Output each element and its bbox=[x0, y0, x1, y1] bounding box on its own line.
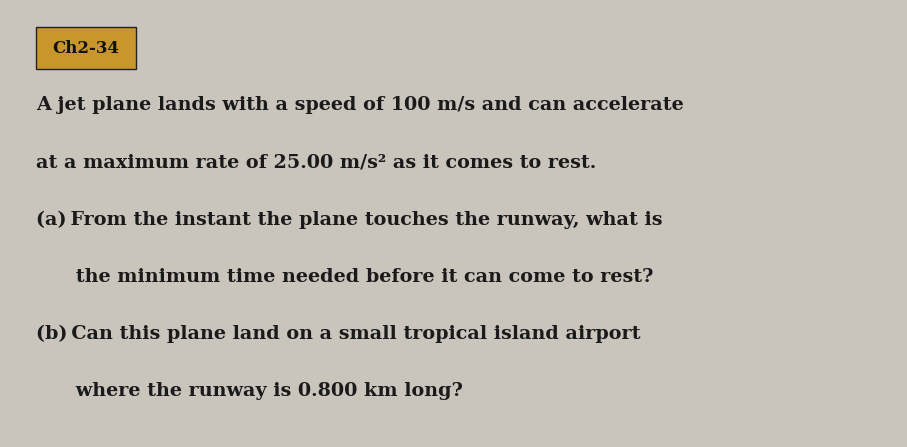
Text: where the runway is 0.800 km long?: where the runway is 0.800 km long? bbox=[36, 382, 463, 400]
Text: the minimum time needed before it can come to rest?: the minimum time needed before it can co… bbox=[36, 268, 654, 286]
Text: A jet plane lands with a speed of 100 m/s and can accelerate: A jet plane lands with a speed of 100 m/… bbox=[36, 96, 684, 114]
Text: Ch2-34: Ch2-34 bbox=[53, 39, 120, 57]
Text: (b) Can this plane land on a small tropical island airport: (b) Can this plane land on a small tropi… bbox=[36, 325, 640, 343]
Text: (a) From the instant the plane touches the runway, what is: (a) From the instant the plane touches t… bbox=[36, 211, 663, 229]
Text: at a maximum rate of 25.00 m/s² as it comes to rest.: at a maximum rate of 25.00 m/s² as it co… bbox=[36, 153, 597, 171]
FancyBboxPatch shape bbox=[36, 27, 136, 69]
